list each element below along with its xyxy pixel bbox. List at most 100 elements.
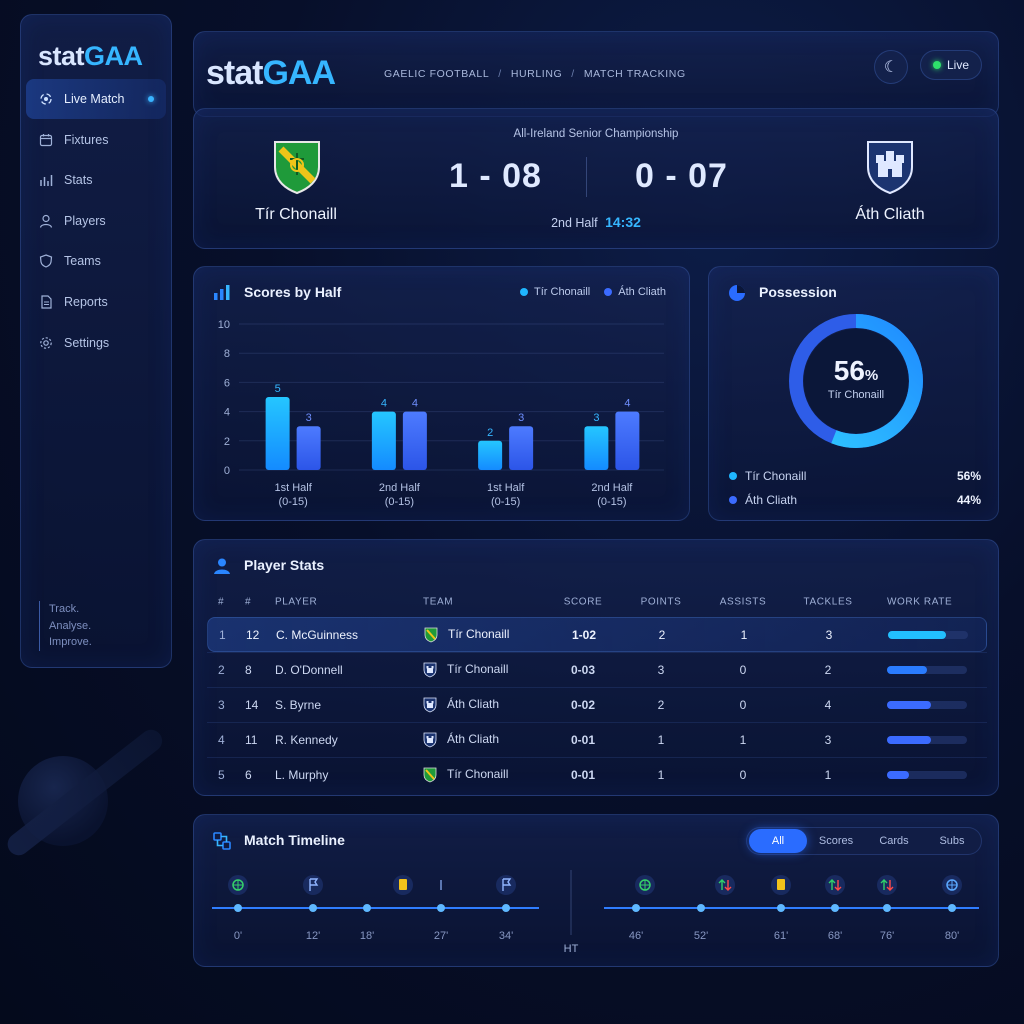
breadcrumb-item[interactable]: MATCH TRACKING bbox=[583, 68, 686, 80]
yellow-card-icon[interactable] bbox=[393, 875, 413, 895]
legend-label: Tír Chonaill bbox=[534, 286, 591, 298]
chart-legend: Tír Chonaill Áth Cliath bbox=[520, 286, 666, 298]
ball-icon[interactable] bbox=[942, 875, 962, 895]
player-name-cell[interactable]: R. Kennedy bbox=[275, 733, 338, 747]
filter-tab-subs[interactable]: Subs bbox=[939, 835, 965, 847]
player-name-cell[interactable]: C. McGuinness bbox=[276, 627, 359, 642]
breadcrumb-item[interactable]: GAELIC FOOTBALL bbox=[384, 68, 490, 80]
flag-icon[interactable] bbox=[303, 875, 323, 895]
donut-center: 56% Tír Chonaill bbox=[786, 355, 926, 401]
jersey-number-cell: 12 bbox=[246, 627, 260, 642]
timeline-minute-label: 18' bbox=[360, 930, 374, 942]
sidebar-logo[interactable]: statGAA bbox=[38, 41, 143, 72]
timeline-marker[interactable] bbox=[502, 904, 510, 912]
possession-team: Áth Cliath bbox=[745, 493, 798, 507]
competition-name: All-Ireland Senior Championship bbox=[513, 128, 679, 140]
sidebar-item-settings[interactable]: Settings bbox=[26, 323, 166, 363]
work-rate-bar bbox=[888, 630, 968, 639]
timeline-minute-label: 80' bbox=[945, 930, 959, 942]
column-header[interactable]: SCORE bbox=[563, 596, 603, 608]
possession-unit: % bbox=[864, 367, 879, 384]
bar-value-label: 3 bbox=[593, 412, 599, 424]
timeline-minute-label: 76' bbox=[880, 930, 894, 942]
sidebar-item-live-match[interactable]: Live Match bbox=[26, 79, 166, 119]
player-name-cell[interactable]: L. Murphy bbox=[275, 768, 329, 782]
table-row[interactable]: 4 11 R. Kennedy Áth Cliath 0-01 1 1 3 bbox=[207, 722, 987, 757]
player-name-cell[interactable]: D. O'Donnell bbox=[275, 663, 343, 677]
column-header[interactable]: ASSISTS bbox=[719, 596, 767, 608]
bar-ath-cliath bbox=[615, 411, 640, 470]
sidebar-item-teams[interactable]: Teams bbox=[26, 241, 166, 281]
tagline: Track. Analyse. Improve. bbox=[39, 601, 92, 651]
breadcrumb-item[interactable]: HURLING bbox=[510, 68, 563, 80]
yellow-card-icon[interactable] bbox=[771, 875, 791, 895]
timeline-marker[interactable] bbox=[234, 904, 242, 912]
timeline-marker[interactable] bbox=[883, 904, 891, 912]
substitution-icon[interactable] bbox=[825, 875, 845, 895]
score-cell: 0-01 bbox=[570, 733, 596, 747]
timeline-minute-label: 27' bbox=[434, 930, 448, 942]
column-header[interactable]: WORK RATE bbox=[887, 596, 953, 608]
x-tick-label: (0-15) bbox=[597, 496, 626, 508]
ball-icon[interactable] bbox=[635, 875, 655, 895]
theme-toggle-button[interactable]: ☾ bbox=[874, 50, 908, 84]
table-row[interactable]: 5 6 L. Murphy Tír Chonaill 0-01 1 0 1 bbox=[207, 757, 987, 792]
tagline-line: Analyse. bbox=[49, 619, 92, 632]
table-row[interactable]: 2 8 D. O'Donnell Tír Chonaill 0-03 3 0 2 bbox=[207, 652, 987, 687]
timeline-marker[interactable] bbox=[697, 904, 705, 912]
sidebar-item-players[interactable]: Players bbox=[26, 201, 166, 241]
table-header-row: # # PLAYER TEAM SCORE POINTS ASSISTS TAC… bbox=[207, 587, 987, 617]
live-status-button[interactable]: Live bbox=[920, 50, 982, 80]
column-header[interactable]: TACKLES bbox=[803, 596, 853, 608]
column-header[interactable]: POINTS bbox=[640, 596, 682, 608]
column-header[interactable]: # bbox=[245, 596, 252, 608]
substitution-icon[interactable] bbox=[715, 875, 735, 895]
possession-row: Áth Cliath 44% bbox=[729, 493, 981, 507]
timeline-marker[interactable] bbox=[309, 904, 317, 912]
ball-icon[interactable] bbox=[228, 875, 248, 895]
table-row[interactable]: 3 14 S. Byrne Áth Cliath 0-02 2 0 4 bbox=[207, 687, 987, 722]
sidebar-item-reports[interactable]: Reports bbox=[26, 282, 166, 322]
column-header[interactable]: TEAM bbox=[423, 596, 454, 608]
rank-cell: 3 bbox=[218, 698, 225, 712]
timeline-marker[interactable] bbox=[632, 904, 640, 912]
flag-icon[interactable] bbox=[496, 875, 516, 895]
filter-tab-cards[interactable]: Cards bbox=[879, 835, 909, 847]
sidebar-item-stats[interactable]: Stats bbox=[26, 160, 166, 200]
team-name: Tír Chonaill bbox=[447, 767, 509, 782]
timeline-marker[interactable] bbox=[777, 904, 785, 912]
substitution-icon[interactable] bbox=[877, 875, 897, 895]
work-rate-bar bbox=[887, 666, 967, 674]
filter-tab-scores[interactable]: Scores bbox=[818, 835, 854, 847]
player-name-cell[interactable]: S. Byrne bbox=[275, 698, 322, 712]
team-cell: Tír Chonaill bbox=[423, 662, 508, 678]
column-header[interactable]: # bbox=[218, 596, 225, 608]
moon-icon: ☾ bbox=[883, 59, 899, 76]
bar-tir-chonaill bbox=[584, 426, 609, 470]
table-row[interactable]: 1 12 C. McGuinness Tír Chonaill 1-02 2 1 3 bbox=[207, 617, 987, 652]
sidebar-item-fixtures[interactable]: Fixtures bbox=[26, 120, 166, 160]
work-rate-bar bbox=[887, 701, 967, 709]
timeline-marker[interactable] bbox=[948, 904, 956, 912]
bar-value-label: 5 bbox=[275, 383, 281, 395]
timeline-minute-label: 68' bbox=[828, 930, 842, 942]
timeline-minute-label: 0' bbox=[234, 930, 242, 942]
filter-tab-all[interactable]: All bbox=[749, 829, 807, 853]
column-header[interactable]: PLAYER bbox=[275, 596, 318, 608]
timeline-marker[interactable] bbox=[437, 904, 445, 912]
timeline-filter-tabs: All Scores Cards Subs bbox=[746, 827, 982, 855]
legend-item[interactable]: Áth Cliath bbox=[604, 286, 666, 298]
x-tick-label: (0-15) bbox=[278, 496, 307, 508]
bar-value-label: 3 bbox=[518, 412, 524, 424]
possession-value: 56 bbox=[833, 355, 865, 386]
tir-chonaill-crest-icon bbox=[274, 141, 320, 195]
team-cell: Áth Cliath bbox=[423, 732, 499, 748]
legend-item[interactable]: Tír Chonaill bbox=[520, 286, 590, 298]
header-logo[interactable]: statGAA bbox=[206, 54, 336, 93]
timeline-marker[interactable] bbox=[363, 904, 371, 912]
scoreboard: All-Ireland Senior Championship Tír Chon… bbox=[193, 108, 999, 249]
score-cell: 0-03 bbox=[570, 663, 596, 677]
timeline-marker[interactable] bbox=[831, 904, 839, 912]
sidebar: statGAA Live Match Fixtures Stats Player… bbox=[20, 14, 172, 668]
points-cell: 1 bbox=[657, 733, 665, 747]
